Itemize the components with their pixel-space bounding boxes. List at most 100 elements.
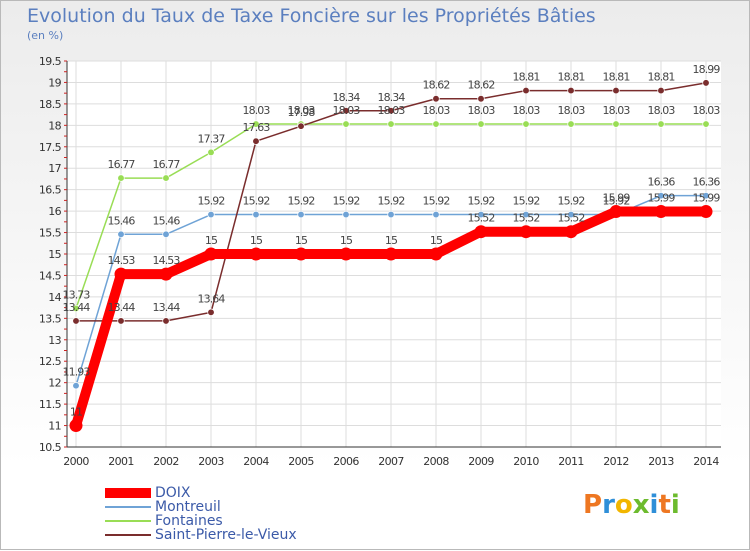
data-point	[522, 86, 530, 95]
x-tick-label: 2006	[333, 455, 359, 468]
data-point	[342, 120, 350, 128]
proxiti-logo: Proxiti	[583, 490, 680, 520]
data-label: 13.64	[198, 292, 226, 305]
data-point	[114, 267, 128, 281]
y-tick-label: 15	[48, 248, 61, 261]
legend-label: Fontaines	[155, 513, 223, 529]
y-tick-label: 17.5	[39, 141, 62, 154]
data-label: 17.37	[198, 132, 226, 145]
data-point	[387, 107, 395, 115]
data-point	[162, 174, 170, 182]
data-label: 13.44	[153, 301, 181, 314]
x-tick-label: 2013	[648, 455, 674, 468]
y-tick-label: 14.5	[39, 269, 62, 282]
data-label: 17.63	[243, 121, 271, 134]
data-point	[72, 382, 80, 390]
x-tick-label: 2002	[153, 455, 179, 468]
data-label: 15	[340, 234, 353, 247]
data-label: 15	[205, 234, 218, 247]
data-label: 18.34	[333, 91, 361, 104]
data-point	[567, 210, 575, 219]
data-label: 18.62	[423, 79, 450, 92]
data-label: 13.73	[63, 288, 91, 301]
y-tick-label: 15.5	[39, 227, 62, 240]
y-tick-label: 19.5	[39, 55, 62, 68]
x-tick-label: 2003	[198, 455, 224, 468]
data-label: 18.81	[648, 71, 675, 84]
legend-label: DOIX	[155, 485, 191, 501]
data-label: 13.44	[108, 301, 136, 314]
data-label: 15	[250, 234, 263, 247]
data-label: 15.92	[378, 195, 405, 208]
data-point	[117, 230, 125, 238]
data-point	[207, 210, 215, 219]
x-tick-label: 2004	[243, 455, 269, 468]
data-point	[252, 137, 260, 145]
legend-swatch	[105, 506, 151, 508]
data-point	[567, 86, 575, 95]
y-tick-label: 10.5	[39, 441, 62, 454]
data-label: 18.03	[423, 104, 451, 117]
data-label: 15.92	[558, 195, 585, 208]
data-point	[702, 192, 710, 200]
data-label: 18.03	[693, 104, 721, 117]
x-tick-label: 2005	[288, 455, 314, 468]
data-label: 14.53	[153, 254, 181, 267]
data-point	[297, 122, 305, 130]
data-label: 15.92	[468, 195, 495, 208]
data-point	[342, 107, 350, 115]
data-label: 18.03	[333, 104, 361, 117]
data-label: 15.52	[513, 212, 540, 225]
data-point	[519, 225, 533, 239]
y-tick-label: 18.5	[39, 98, 62, 111]
logo-letter-o: o	[614, 490, 633, 520]
data-label: 15	[430, 234, 443, 247]
y-tick-label: 13	[48, 334, 61, 347]
data-point	[117, 317, 125, 325]
data-label: 18.81	[558, 71, 585, 84]
data-label: 15.92	[198, 195, 225, 208]
data-label: 18.81	[513, 71, 540, 84]
data-point	[612, 86, 620, 95]
data-point	[204, 247, 218, 261]
data-point	[297, 210, 305, 219]
y-tick-label: 18	[48, 119, 61, 132]
data-point	[477, 95, 485, 103]
data-point	[72, 304, 80, 313]
data-label: 17.98	[288, 106, 316, 119]
data-point	[387, 120, 395, 128]
data-label: 15.99	[693, 192, 721, 205]
data-point	[342, 210, 350, 219]
data-label: 15.92	[603, 195, 630, 208]
data-point	[117, 174, 125, 182]
data-point	[657, 192, 665, 200]
data-point	[249, 247, 263, 261]
y-tick-label: 11	[48, 420, 61, 433]
data-label: 15.92	[243, 195, 270, 208]
data-point	[699, 205, 713, 219]
unit-label: (en %)	[27, 29, 64, 42]
data-label: 15.92	[288, 195, 315, 208]
y-tick-label: 12.5	[39, 355, 62, 368]
data-label: 18.03	[288, 104, 316, 117]
data-label: 18.34	[378, 91, 406, 104]
x-tick-label: 2010	[513, 455, 539, 468]
x-tick-label: 2001	[108, 455, 134, 468]
x-tick-label: 2000	[63, 455, 89, 468]
data-label: 15.92	[333, 195, 360, 208]
legend-swatch	[105, 488, 151, 498]
data-point	[162, 317, 170, 325]
data-point	[609, 205, 623, 219]
data-point	[522, 120, 530, 128]
data-point	[612, 120, 620, 128]
legend-swatch	[105, 534, 151, 536]
data-point	[432, 95, 440, 103]
legend-label: Saint-Pierre-le-Vieux	[155, 527, 297, 543]
y-tick-label: 19	[48, 76, 61, 89]
data-point	[207, 148, 215, 157]
data-label: 11	[70, 406, 82, 419]
data-label: 14.53	[108, 254, 136, 267]
data-point	[252, 120, 260, 128]
